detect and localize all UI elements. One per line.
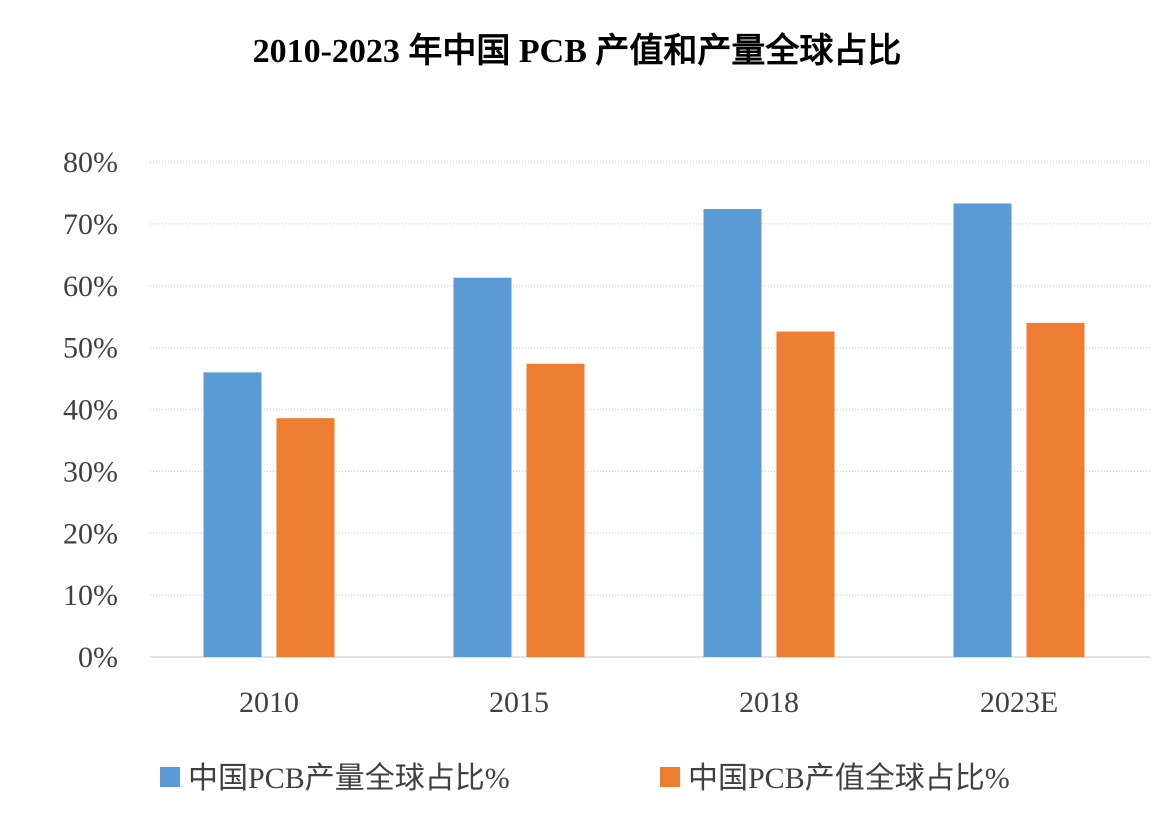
x-category-label: 2015 [489,686,549,719]
y-tick-label: 30% [63,455,118,488]
legend-label: 中国PCB产值全球占比% [688,762,1010,795]
chart-title: 2010-2023 年中国 PCB 产值和产量全球占比 [253,31,902,70]
legend-label: 中国PCB产量全球占比% [188,762,510,795]
x-category-label: 2023E [980,686,1058,719]
bar-output-share-2018 [703,209,762,657]
y-tick-label: 70% [63,208,118,241]
y-tick-label: 0% [78,641,118,674]
y-axis-tick-labels: 0% 10% 20% 30% 40% 50% 60% 70% 80% [63,146,118,674]
bar-output-share-2015 [453,277,512,657]
legend-swatch [660,767,680,787]
x-category-label: 2018 [739,686,799,719]
y-tick-label: 40% [63,394,118,427]
y-tick-label: 80% [63,146,118,179]
bar-value-share-2010 [276,418,335,657]
bar-value-share-2015 [526,363,585,657]
legend-swatch [160,767,180,787]
y-tick-label: 50% [63,332,118,365]
y-tick-label: 60% [63,270,118,303]
x-axis-category-labels: 2010 2015 2018 2023E [239,686,1058,719]
y-tick-label: 10% [63,579,118,612]
x-category-label: 2010 [239,686,299,719]
y-tick-label: 20% [63,517,118,550]
bar-value-share-2018 [776,331,835,657]
legend: 中国PCB产量全球占比% 中国PCB产值全球占比% [160,762,1010,795]
bar-value-share-2023E [1026,322,1085,657]
bars [203,203,1085,658]
bar-output-share-2023E [953,203,1012,658]
bar-output-share-2010 [203,372,262,657]
